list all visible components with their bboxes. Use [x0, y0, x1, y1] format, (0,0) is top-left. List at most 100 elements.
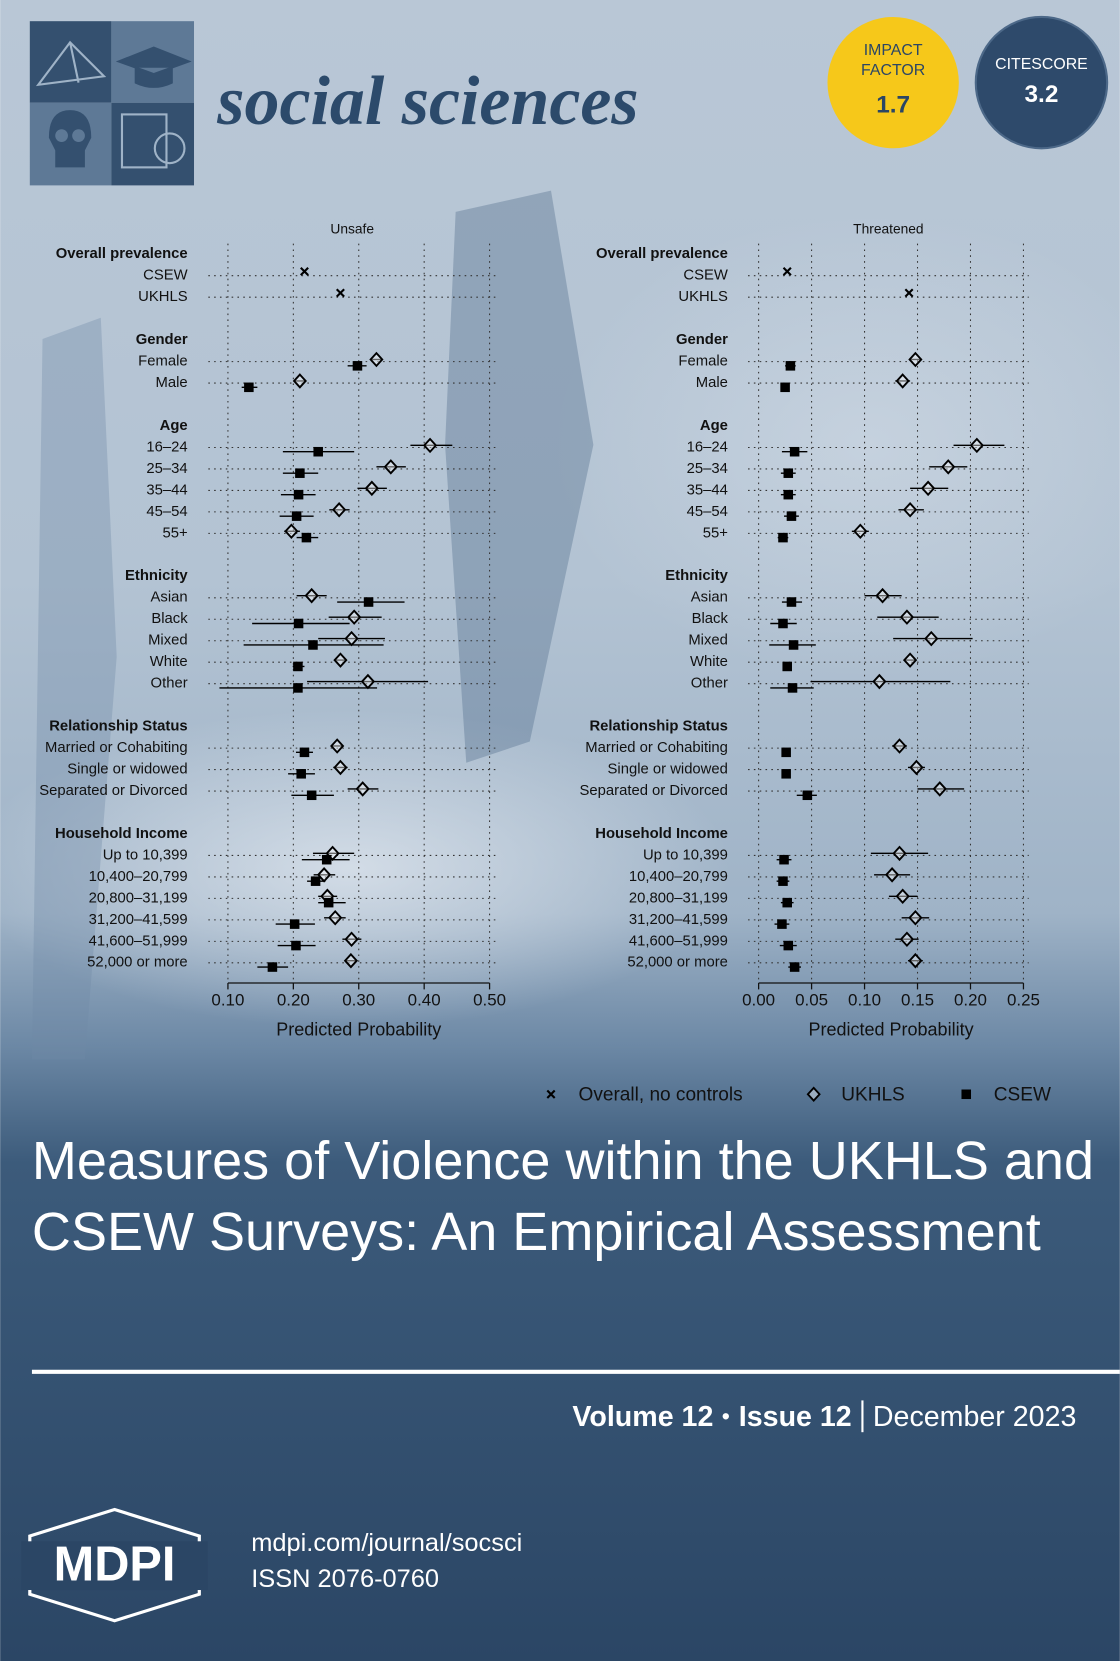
point-diamond	[895, 888, 910, 905]
point-diamond	[908, 351, 923, 368]
point-square	[782, 897, 792, 908]
icon-tile	[29, 21, 112, 103]
point-diamond	[284, 523, 299, 540]
point-diamond	[892, 738, 907, 754]
x-tick-label: 0.40	[408, 991, 441, 1010]
x-axis-label: Predicted Probability	[808, 1019, 973, 1039]
x-axis-label: Predicted Probability	[276, 1019, 441, 1039]
category-label: 52,000 or more	[627, 955, 728, 971]
impact-label-box: IMPACT FACTOR	[861, 41, 926, 80]
point-diamond	[853, 523, 868, 540]
skull-icon	[48, 110, 92, 168]
impact-badge	[827, 16, 959, 149]
category-label: Single or widowed	[67, 761, 187, 777]
citescore-value: 3.2	[1025, 81, 1059, 108]
point-diamond	[902, 652, 918, 668]
fog	[0, 709, 731, 1028]
group-header: Overall prevalence	[596, 246, 728, 262]
category-label: Asian	[691, 590, 728, 606]
point-square	[788, 640, 799, 650]
point-square	[363, 597, 374, 607]
category-label: Married or Cohabiting	[585, 740, 728, 756]
point-diamond	[355, 781, 370, 797]
x-tick-label: 0.25	[1007, 991, 1040, 1010]
point-diamond	[895, 373, 910, 389]
category-label: 10,400–20,799	[89, 869, 188, 885]
category-label: 20,800–31,199	[629, 890, 728, 906]
group-header: Overall prevalence	[56, 246, 188, 262]
point-diamond	[875, 587, 890, 604]
point-diamond	[330, 738, 345, 754]
cap-icon	[115, 46, 192, 88]
point-x	[335, 288, 345, 298]
point-square	[787, 683, 798, 693]
x-tick-label: 0.20	[277, 991, 310, 1010]
group-header: Gender	[136, 332, 188, 348]
category-label: Separated or Divorced	[580, 783, 728, 799]
point-diamond	[920, 480, 936, 497]
separator-dot	[722, 1413, 730, 1420]
volume: Volume 12	[572, 1399, 714, 1432]
point-square	[293, 489, 304, 500]
point-square	[783, 489, 794, 500]
skull-eye	[55, 129, 68, 142]
point-square	[293, 683, 303, 693]
point-diamond	[333, 759, 348, 776]
point-diamond	[383, 459, 398, 475]
x-tick-label: 0.20	[954, 991, 987, 1010]
point-square	[783, 940, 794, 951]
point-diamond	[932, 781, 947, 797]
group-header: Household Income	[595, 826, 728, 842]
point-square	[296, 769, 306, 779]
point-square	[785, 361, 796, 371]
point-diamond	[941, 459, 956, 475]
category-label: White	[150, 654, 188, 670]
category-label: 25–34	[146, 461, 187, 477]
pyramid-icon	[35, 40, 107, 87]
category-label: Male	[696, 375, 728, 391]
x-tick-label: 0.50	[473, 991, 506, 1010]
point-square	[323, 897, 334, 908]
fog	[551, 211, 1120, 678]
impact-label: IMPACT FACTOR	[861, 41, 926, 80]
category-label: 16–24	[146, 439, 187, 455]
x-tick-label: 0.10	[848, 991, 881, 1010]
point-diamond	[872, 673, 887, 690]
legend-label: CSEW	[994, 1084, 1051, 1105]
point-square	[295, 468, 305, 478]
category-label: Asian	[151, 590, 188, 606]
point-diamond	[908, 952, 923, 969]
category-label: 35–44	[146, 482, 187, 498]
legend-marker	[961, 1089, 972, 1100]
skull-eye	[72, 129, 85, 142]
point-square	[321, 854, 332, 865]
point-diamond	[292, 373, 308, 389]
group-header: Relationship Status	[589, 719, 727, 735]
point-square	[299, 747, 310, 758]
mdpi-hexagon	[28, 1507, 201, 1623]
point-square	[786, 511, 797, 521]
point-diamond	[333, 652, 348, 668]
category-label: Other	[151, 676, 188, 692]
point-diamond	[909, 759, 924, 776]
point-diamond	[364, 480, 379, 497]
point-square	[802, 790, 813, 801]
point-square	[783, 468, 794, 478]
legend-marker	[806, 1086, 821, 1103]
point-diamond	[924, 630, 939, 647]
group-header: Gender	[676, 332, 728, 348]
point-square	[780, 382, 790, 393]
category-label: Other	[691, 676, 728, 692]
category-label: Mixed	[688, 633, 728, 649]
point-diamond	[908, 909, 923, 926]
point-diamond	[969, 437, 984, 454]
category-label: UKHLS	[138, 289, 188, 305]
point-square	[306, 790, 317, 801]
point-square	[781, 769, 791, 779]
point-square	[352, 361, 363, 371]
category-label: 52,000 or more	[87, 955, 188, 971]
money-icon	[120, 113, 168, 169]
mdpi-band	[21, 1541, 208, 1591]
point-square	[778, 618, 788, 629]
